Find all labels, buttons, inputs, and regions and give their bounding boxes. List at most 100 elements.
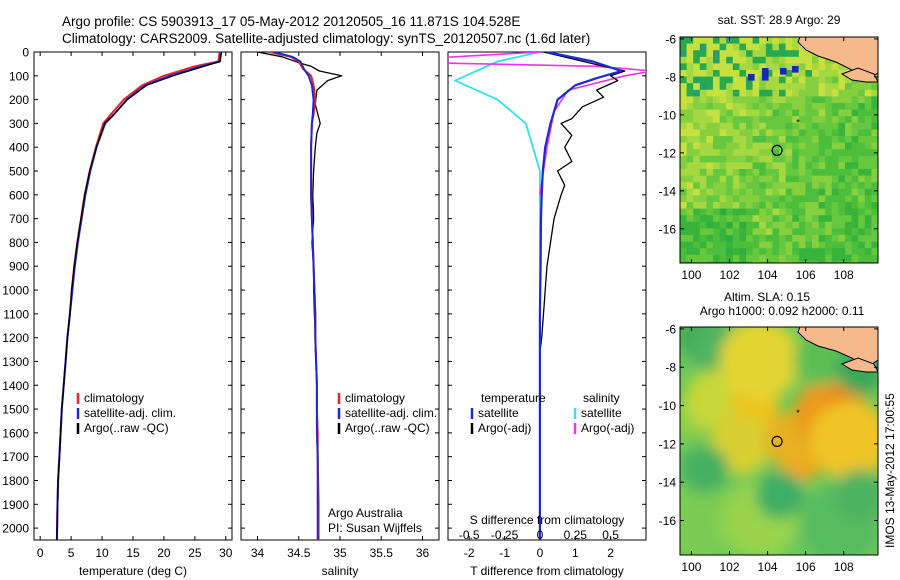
sst-cell (792, 215, 800, 223)
sst-cell (851, 228, 859, 236)
sst-cell (752, 70, 760, 77)
sst-cell (752, 149, 760, 157)
salinity-tick-label: 34.5 (287, 546, 311, 560)
sst-cell (739, 195, 747, 203)
sst-cell (699, 162, 707, 170)
sst-cell (752, 202, 760, 209)
sst-cell (772, 221, 780, 229)
sla-blob (834, 469, 878, 521)
sst-cell (818, 228, 826, 236)
sst-cell (765, 254, 773, 262)
sst-cell (779, 162, 786, 170)
sst-cell (871, 188, 878, 196)
sst-cell (825, 96, 833, 104)
sst-cell (779, 76, 786, 84)
sst-cell (680, 162, 687, 170)
sst-cell (746, 149, 753, 157)
sst-cell (680, 83, 687, 91)
sst-cell (719, 63, 727, 71)
sst-cell (719, 109, 727, 117)
sst-cell (680, 188, 687, 196)
sst-cell (871, 89, 878, 97)
sst-cell (851, 261, 859, 263)
sla-blob (680, 480, 740, 555)
sst-cell (805, 162, 813, 170)
sst-cell (831, 221, 839, 229)
sst-cell (693, 43, 701, 51)
sst-cell (746, 116, 753, 124)
sst-cell (719, 96, 727, 104)
sla-map-lat-label: -12 (659, 437, 677, 451)
sst-cell (785, 221, 793, 229)
sst-cell (726, 175, 734, 183)
sst-cell (785, 50, 793, 58)
sst-cell (752, 136, 760, 143)
sst-cell (772, 248, 780, 256)
sst-cell (713, 182, 720, 190)
sst-cell (798, 76, 806, 84)
sst-cell (871, 96, 878, 104)
sst-cell (693, 56, 701, 64)
sst-cell (798, 56, 806, 64)
sst-cell (812, 215, 819, 223)
sst-cell (812, 56, 819, 64)
sst-cell (772, 228, 780, 236)
sst-cell (759, 162, 767, 170)
sst-cell (726, 235, 734, 242)
sst-cell (699, 116, 707, 124)
sst-cell (680, 202, 687, 209)
sst-cell (798, 169, 806, 176)
sst-cell (798, 129, 806, 137)
sst-cell (732, 136, 740, 143)
sst-cell (812, 83, 819, 91)
sst-cell (719, 89, 727, 97)
sst-cell (812, 142, 819, 150)
sst-cell (785, 76, 793, 84)
sst-cell (726, 208, 734, 216)
sst-cell (818, 142, 826, 150)
depth-tick-label: 1600 (2, 426, 29, 440)
sst-cell (871, 254, 878, 262)
sst-cell (818, 182, 826, 190)
sst-cell (719, 76, 727, 84)
sst-cell (851, 109, 859, 117)
sst-cell (759, 89, 767, 97)
sst-cold-cell (748, 74, 755, 81)
sst-cell (739, 63, 747, 71)
sst-cell (798, 175, 806, 183)
sst-cell (871, 215, 878, 223)
sst-cell (812, 208, 819, 216)
sst-cell (858, 221, 866, 229)
sst-cell (739, 122, 747, 130)
sst-cell (706, 169, 714, 176)
legend-entry: Argo(..raw -QC) (84, 421, 169, 435)
sst-cell (798, 43, 806, 51)
sst-cell (871, 169, 878, 176)
sst-cell (805, 149, 813, 157)
sst-cell (772, 188, 780, 196)
sst-cell (719, 221, 727, 229)
sst-cell (838, 215, 846, 223)
sst-cell (772, 182, 780, 190)
sst-cell (732, 195, 740, 203)
sst-cell (759, 169, 767, 176)
sst-cell (858, 83, 866, 91)
sst-cell (693, 116, 701, 124)
sst-cell (851, 89, 859, 97)
sst-cell (772, 202, 780, 209)
temperature-line-0 (55, 52, 221, 540)
sst-cell (746, 182, 753, 190)
sst-cell (693, 241, 701, 249)
sst-cell (693, 63, 701, 71)
sst-cell (772, 155, 780, 163)
sst-cell (706, 37, 714, 44)
sst-cell (686, 43, 694, 51)
sst-cell (864, 103, 872, 110)
sst-cell (792, 56, 800, 64)
sst-cell (831, 109, 839, 117)
sst-cell (693, 136, 701, 143)
sst-cell (772, 96, 780, 104)
sst-cell (785, 63, 793, 71)
sst-cell (680, 195, 687, 203)
sst-cell (693, 122, 701, 130)
